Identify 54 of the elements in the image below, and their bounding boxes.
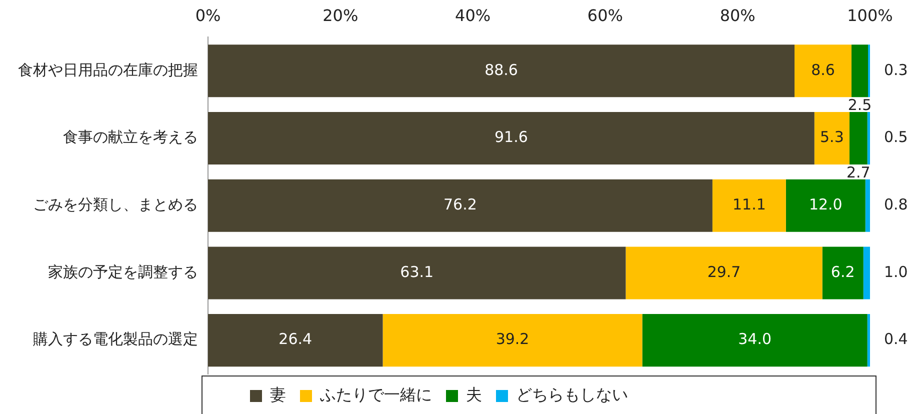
data-label: 39.2 (496, 330, 530, 348)
bar (208, 179, 712, 232)
data-label: 63.1 (400, 262, 434, 281)
bar (382, 314, 642, 367)
y-tick-label: 家族の予定を調整する (48, 262, 198, 281)
bar (626, 246, 822, 300)
y-tick-label: 食事の献立を考える (63, 128, 198, 146)
data-label: 11.1 (732, 195, 766, 214)
data-label: 91.6 (494, 128, 528, 146)
legend-label: 夫 (466, 385, 482, 404)
bar (865, 179, 870, 232)
bar (867, 112, 870, 165)
data-label: 76.2 (444, 195, 477, 214)
y-tick-label: 食材や日用品の在庫の把握 (18, 60, 198, 79)
legend-label: ふたりで一緒に (319, 385, 432, 404)
x-tick-label: 60% (587, 6, 623, 25)
data-label: 26.4 (278, 330, 312, 348)
bar (208, 44, 795, 98)
legend-label: どちらもしない (516, 385, 628, 404)
data-label: 1.0 (884, 262, 908, 281)
x-tick-label: 20% (322, 6, 358, 25)
data-label: 6.2 (830, 262, 855, 281)
y-tick-label: ごみを分類し、まとめる (33, 195, 198, 214)
bar (786, 179, 866, 232)
data-label: 0.4 (884, 330, 908, 348)
data-label: 0.3 (884, 60, 908, 79)
bar (814, 112, 850, 165)
data-label: 0.8 (884, 195, 908, 214)
x-tick-label: 0% (195, 6, 221, 25)
legend-label: 妻 (270, 385, 286, 404)
bar (863, 246, 870, 300)
data-label: 29.7 (707, 262, 741, 281)
x-tick-label: 100% (847, 6, 893, 25)
x-tick-label: 40% (455, 6, 491, 25)
bar (867, 314, 870, 367)
bar (794, 44, 852, 98)
bar (851, 44, 868, 98)
bar (208, 314, 383, 367)
data-label: 34.0 (738, 330, 772, 348)
data-label: 8.6 (811, 60, 835, 79)
data-label: 5.3 (820, 128, 844, 146)
bar (208, 246, 626, 300)
bar (849, 112, 868, 165)
data-label: 0.5 (884, 128, 908, 146)
data-label: 88.6 (484, 60, 518, 79)
data-label: 2.7 (846, 163, 870, 182)
bar (712, 179, 786, 232)
bar (642, 314, 868, 367)
y-tick-label: 購入する電化製品の選定 (33, 330, 198, 348)
x-tick-label: 80% (720, 6, 756, 25)
data-label: 2.5 (848, 96, 872, 114)
bar (822, 246, 864, 300)
bar (208, 112, 814, 165)
data-label: 12.0 (808, 195, 842, 214)
